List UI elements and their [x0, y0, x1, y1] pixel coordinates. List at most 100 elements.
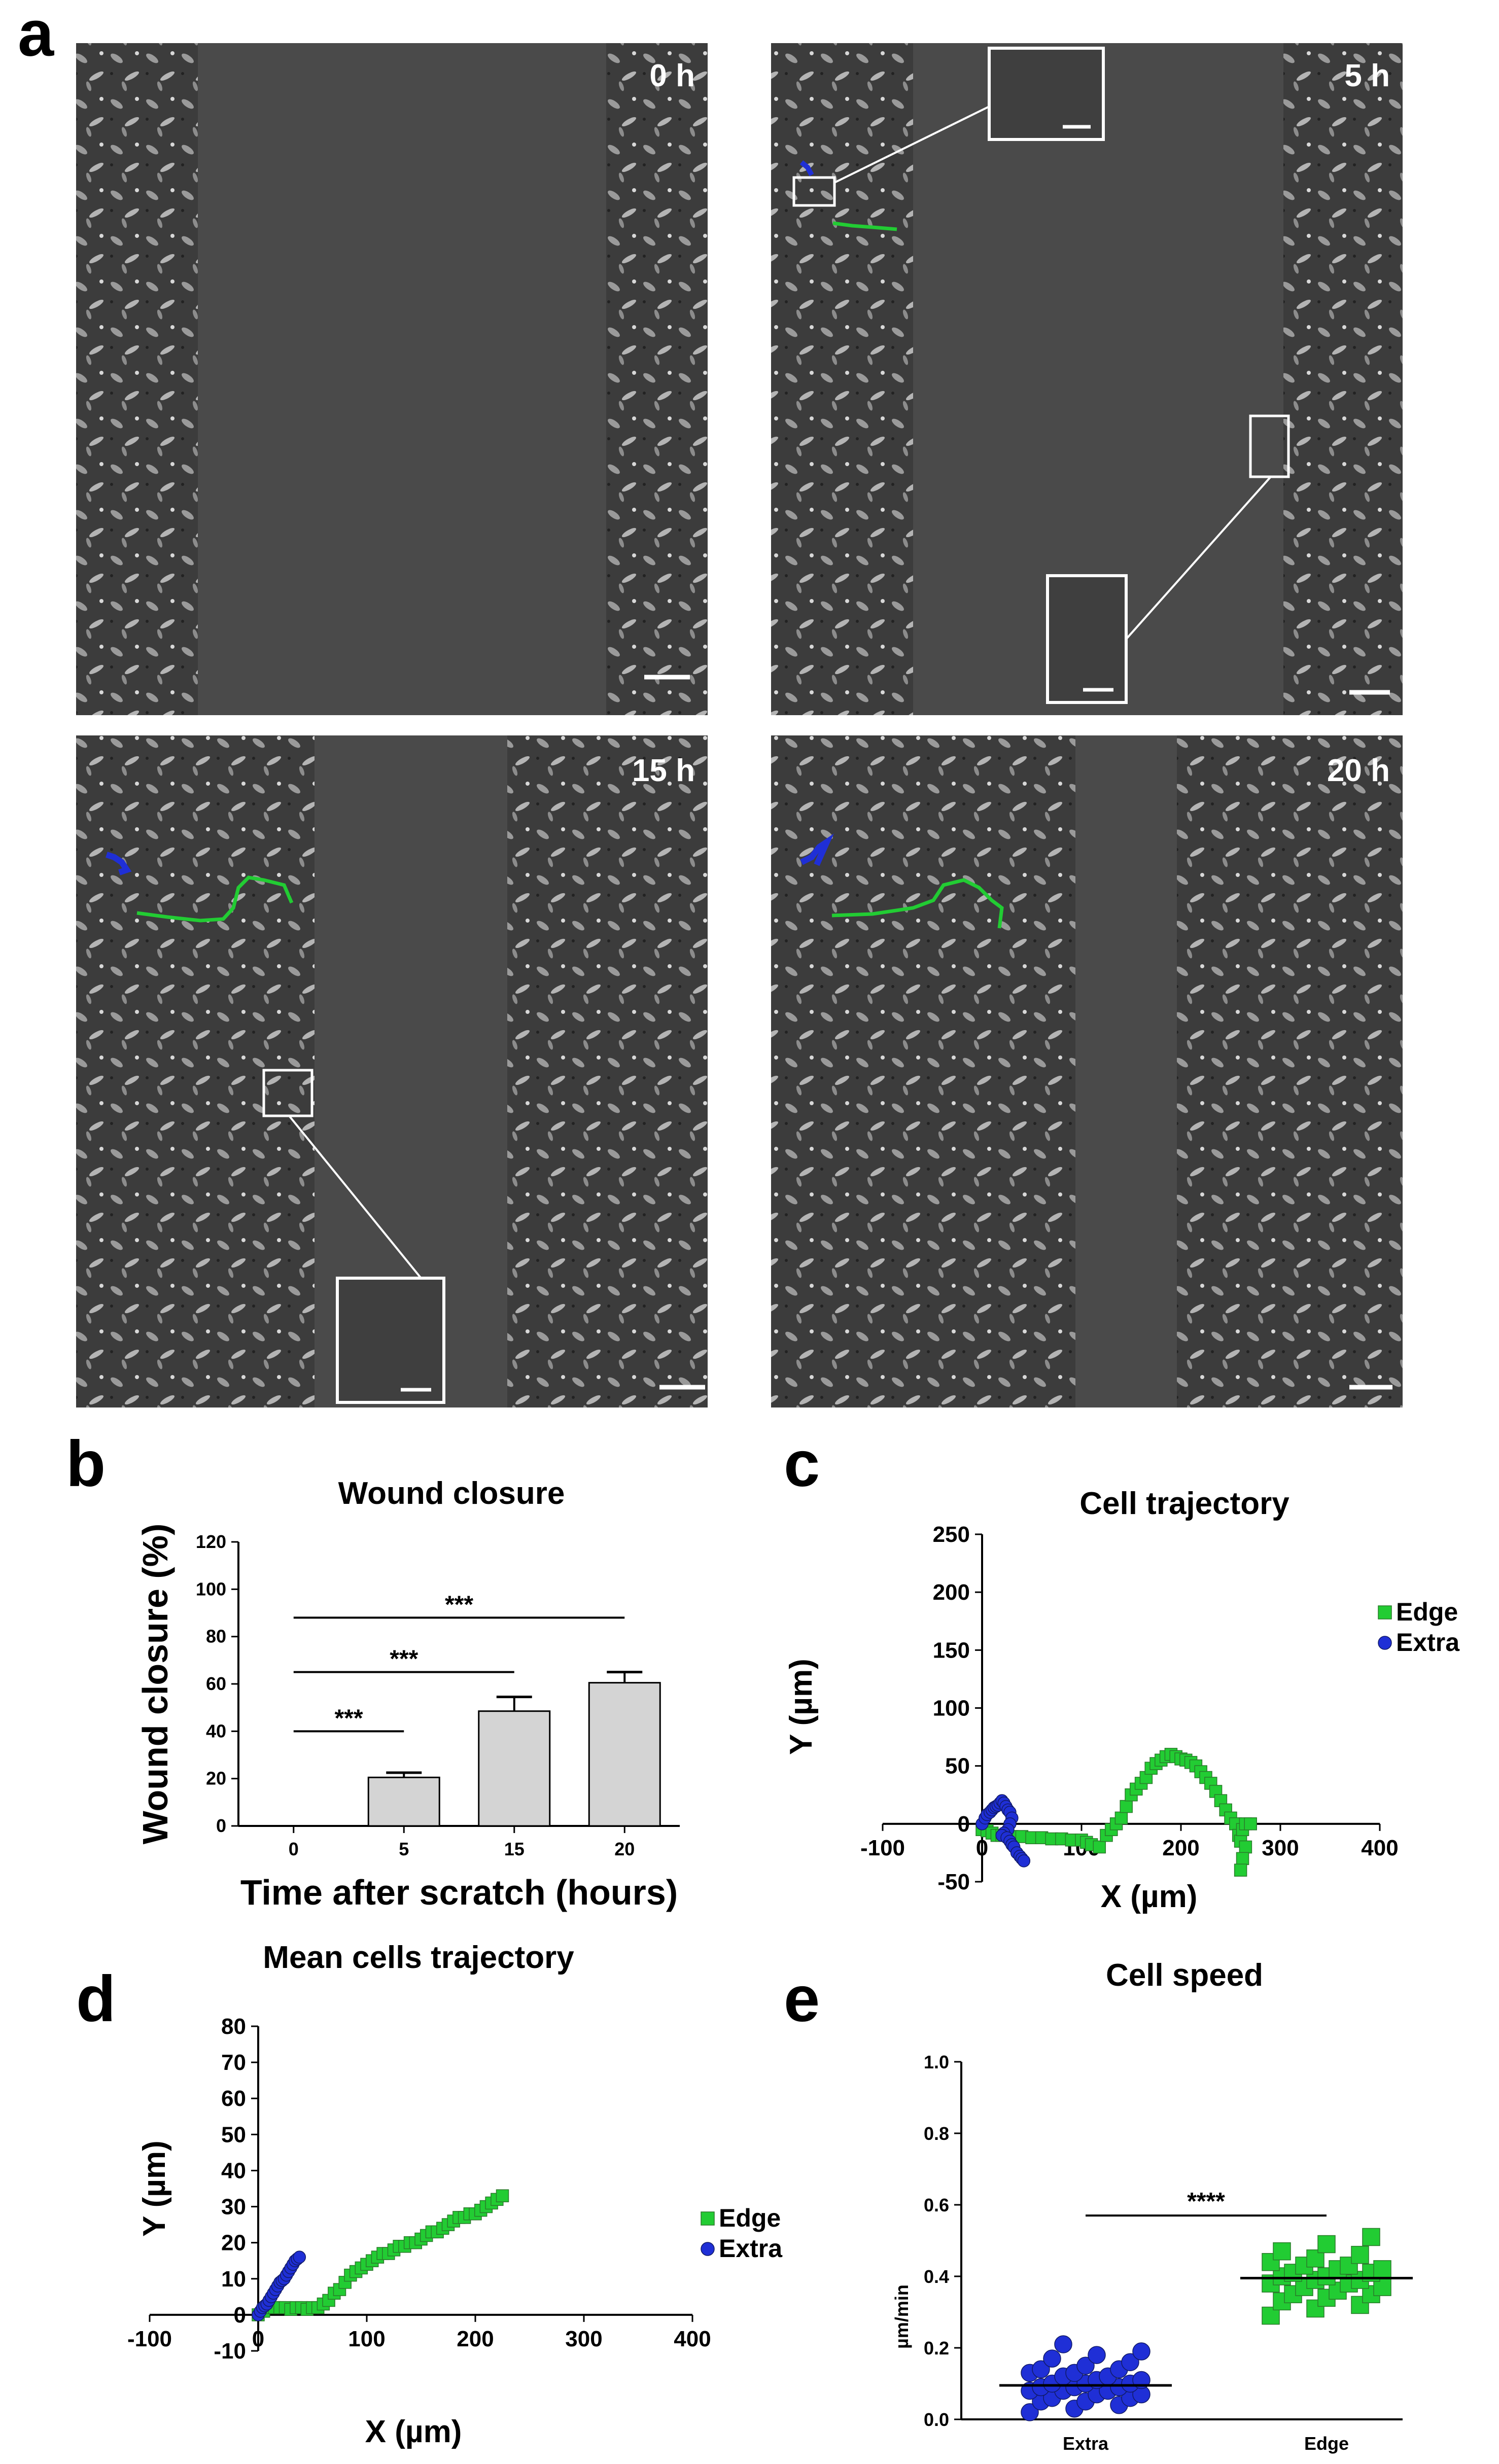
y-tick-label: 0.8 [924, 2123, 949, 2144]
x-tick-label: Extra [1063, 2433, 1109, 2454]
zoom-inset [1046, 574, 1128, 704]
extra-track [106, 852, 132, 875]
panel-letter-a: a [18, 0, 54, 70]
chart-title: Wound closure [338, 1476, 565, 1511]
y-tick-label: 50 [945, 1754, 970, 1779]
x-tick-label: 200 [1162, 1836, 1199, 1860]
data-point-extra [1032, 2360, 1050, 2379]
y-tick-label: 0 [216, 1815, 226, 1836]
data-point-edge [1234, 1863, 1247, 1877]
y-tick-label: 250 [933, 1522, 970, 1547]
x-tick-label: 300 [565, 2327, 602, 2351]
data-point-extra [1021, 2403, 1039, 2421]
y-tick-label: 120 [196, 1531, 226, 1552]
edge-track [831, 878, 1004, 929]
y-tick-label: 80 [206, 1626, 226, 1647]
data-point-edge [1120, 1800, 1133, 1813]
zoom-inset [988, 47, 1105, 141]
panel-letter-e: e [784, 1963, 820, 2035]
y-tick-label: 1.0 [924, 2052, 949, 2072]
extra-track [799, 160, 814, 177]
y-tick-label: 20 [206, 1768, 226, 1789]
x-tick-label: 100 [348, 2327, 385, 2351]
data-point-extra [1121, 2353, 1139, 2371]
panel-letter-d: d [76, 1963, 116, 2035]
time-label: 0 h [649, 58, 695, 93]
time-label: 15 h [632, 753, 695, 788]
time-label: 5 h [1344, 58, 1390, 93]
y-tick-label: 100 [196, 1578, 226, 1599]
y-tick-label: 200 [933, 1580, 970, 1605]
x-tick-label: -100 [860, 1836, 905, 1860]
bar [478, 1710, 551, 1827]
zoom-box [262, 1069, 313, 1117]
data-point-edge [1362, 2228, 1380, 2246]
significance-label: *** [390, 1646, 418, 1673]
y-axis-label: Y (µm) [137, 2140, 172, 2237]
y-tick-label: 80 [221, 2014, 246, 2039]
legend-marker [701, 2242, 715, 2256]
data-point-extra [1076, 2356, 1095, 2375]
y-tick-label: 60 [206, 1673, 226, 1694]
data-point-edge [1317, 2235, 1336, 2254]
y-axis-label: Y (µm) [784, 1659, 819, 1755]
x-axis-label: X (µm) [365, 2414, 462, 2449]
y-tick-label: 30 [221, 2195, 246, 2220]
time-label: 20 h [1327, 753, 1390, 788]
data-point-extra [1054, 2335, 1072, 2353]
x-tick-label: 400 [1361, 1836, 1398, 1860]
legend-marker [701, 2211, 715, 2226]
y-axis-label: µm/min [891, 2284, 912, 2349]
legend-label: Edge [1396, 1598, 1458, 1626]
y-tick-label: 20 [221, 2231, 246, 2256]
y-tick-label: 10 [221, 2267, 246, 2292]
chart-cell-speed: Cell speed 0.0 0.2 0.4 0.6 0.8 1.0 Extra Edge µm/… [891, 1958, 1413, 2454]
chart-title: Mean cells trajectory [263, 1940, 574, 1975]
edge-track [832, 221, 897, 231]
y-tick-label: 0.4 [924, 2266, 949, 2287]
x-tick-label: 5 [399, 1839, 409, 1859]
panel-letter-b: b [66, 1428, 106, 1500]
chart-title: Cell speed [1106, 1958, 1263, 1993]
x-tick-label: Edge [1304, 2433, 1349, 2454]
x-tick-label: 20 [614, 1839, 635, 1859]
micrograph-0h: 0 h [76, 43, 708, 715]
legend-marker [1378, 1636, 1392, 1650]
micrograph-5h: 5 h [771, 43, 1403, 715]
y-tick-label: 150 [933, 1638, 970, 1663]
legend-marker [1378, 1605, 1392, 1620]
legend-label: Extra [1396, 1628, 1460, 1657]
data-point-edge [496, 2189, 509, 2202]
data-point-edge [1244, 1817, 1257, 1831]
y-tick-label: 50 [221, 2122, 246, 2147]
data-point-edge [1373, 2260, 1391, 2278]
legend-label: Edge [719, 2204, 781, 2232]
data-point-edge [1239, 1840, 1252, 1854]
zoom-inset [336, 1277, 445, 1404]
data-point-edge [1114, 1811, 1128, 1825]
x-tick-label: 0 [289, 1839, 299, 1859]
x-axis-label: X (µm) [1101, 1879, 1198, 1914]
y-tick-label: 70 [221, 2050, 246, 2075]
x-tick-label: 400 [674, 2327, 711, 2351]
y-tick-label: 40 [221, 2158, 246, 2183]
chart-cell-trajectory: Cell trajectory-50050100150200250-100010… [784, 1486, 1460, 1914]
data-point-extra [1088, 2346, 1106, 2364]
x-axis-label: Time after scratch (hours) [240, 1873, 678, 1912]
bar [367, 1776, 440, 1827]
data-point-edge [1273, 2242, 1291, 2261]
y-tick-label: 40 [206, 1720, 226, 1741]
chart-mean-trajectory: Mean cells trajectory-100102030405060708… [127, 1940, 783, 2449]
y-tick-label: -50 [937, 1870, 970, 1894]
y-tick-label: 0.6 [924, 2195, 949, 2215]
bar [588, 1682, 661, 1827]
zoom-box [792, 176, 836, 207]
extra-track [800, 833, 834, 866]
significance-label: *** [445, 1591, 473, 1618]
y-tick-label: 0 [234, 2303, 246, 2328]
x-tick-label: -100 [127, 2327, 172, 2351]
significance-label: **** [1187, 2188, 1225, 2215]
legend-label: Extra [719, 2234, 783, 2263]
x-tick-label: 0 [252, 2327, 264, 2351]
